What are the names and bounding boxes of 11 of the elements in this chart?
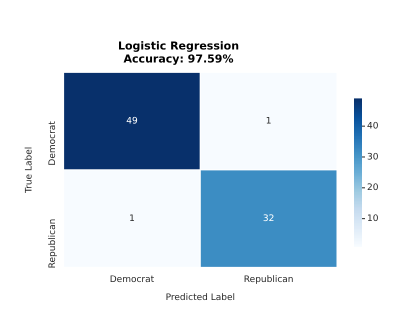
color-bar-label: 20 xyxy=(367,183,379,194)
color-bar-label: 30 xyxy=(367,152,379,162)
data-label: 32 xyxy=(262,214,274,224)
chart-title: Logistic Regression Accuracy: 97.59% xyxy=(118,39,240,66)
color-bar-label: 10 xyxy=(367,214,379,224)
data-label: 1 xyxy=(129,214,135,224)
color-bar-label: 40 xyxy=(367,121,379,132)
x-axis-title: Predicted Label xyxy=(166,292,235,303)
data-label: 1 xyxy=(266,116,272,126)
y-axis-title: True Label xyxy=(24,146,35,194)
data-label: 49 xyxy=(126,116,138,126)
